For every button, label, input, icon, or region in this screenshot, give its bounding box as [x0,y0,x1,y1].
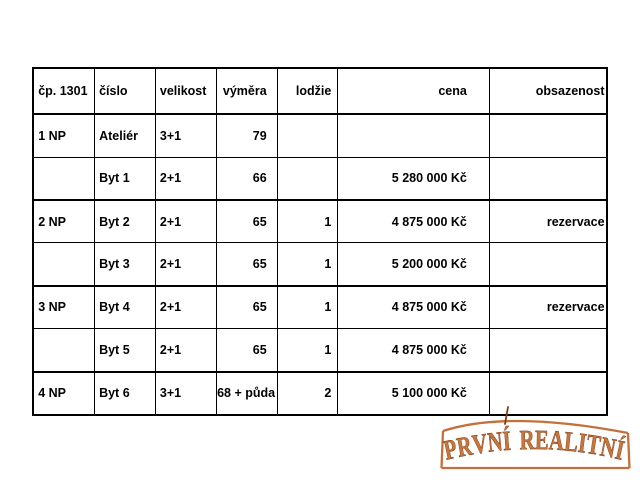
svg-text:N: N [486,427,504,459]
svg-text:Í: Í [502,425,512,457]
svg-text:N: N [598,432,619,465]
svg-text:V: V [470,428,489,460]
svg-text:P: P [441,434,460,467]
svg-text:R: R [455,431,475,464]
svg-text:T: T [584,429,602,461]
svg-text:Í: Í [613,434,628,467]
svg-text:L: L [563,426,580,458]
svg-text:R: R [519,425,535,456]
svg-text:A: A [548,425,565,457]
svg-text:I: I [576,428,588,459]
svg-text:E: E [535,425,549,456]
